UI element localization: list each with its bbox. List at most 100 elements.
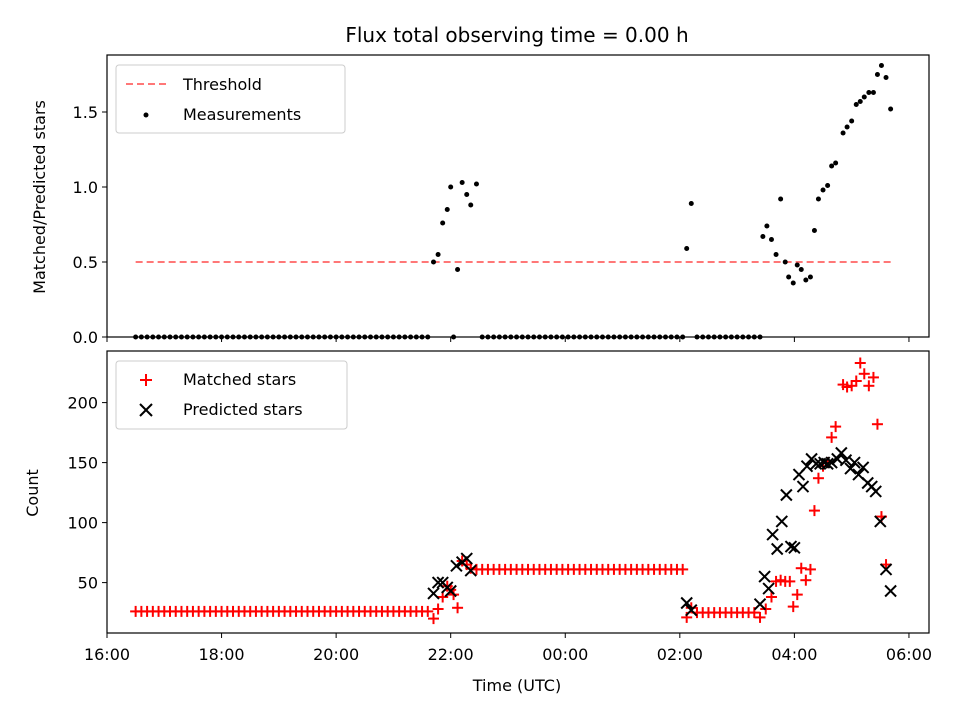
predicted-star-point	[884, 584, 897, 598]
measurement-point	[684, 246, 690, 251]
chart-title: Flux total observing time = 0.00 h	[345, 23, 688, 47]
measurement-point	[829, 163, 835, 169]
legend-predicted-swatch	[139, 403, 153, 417]
predicted-star-point	[464, 564, 477, 577]
bottom-x-ticks: 16:00 18:00 20:00 22:00 00:00 02:00 04:00 06:00	[84, 633, 932, 664]
cross-b	[800, 459, 814, 473]
predicted-star-point	[788, 541, 801, 555]
cross-b	[784, 540, 798, 553]
bottom-x-tick-label: 06:00	[886, 645, 932, 664]
predicted-star-point	[427, 587, 440, 600]
cross-b	[844, 462, 857, 475]
cross-b	[758, 570, 771, 583]
predicted-star-point	[770, 542, 784, 556]
cross-b	[431, 576, 445, 589]
predicted-star-point	[856, 461, 870, 474]
measurement-point	[786, 274, 792, 280]
cross-b	[809, 457, 823, 471]
matched-star-point	[422, 605, 434, 617]
measurement-point	[764, 223, 770, 229]
cross-b	[780, 488, 793, 502]
measurement-point	[473, 181, 479, 187]
measurement-point	[825, 183, 831, 188]
measurement-point	[844, 124, 850, 130]
matched-star-point	[830, 421, 842, 433]
measurement-point	[849, 118, 855, 124]
matched-star-point	[784, 575, 796, 587]
predicted-star-point	[825, 456, 838, 469]
bottom-y-tick-label: 100	[67, 514, 98, 533]
matched-star-point	[850, 375, 862, 387]
predicted-star-point	[444, 584, 457, 598]
cross-b	[753, 597, 767, 611]
measurement-point	[455, 267, 461, 272]
measurement-point	[853, 102, 859, 107]
bottom-data-layer	[130, 357, 897, 625]
cross-b	[848, 456, 861, 469]
bottom-legend: Matched stars Predicted stars	[115, 360, 348, 430]
matched-star-point	[863, 380, 875, 392]
measurement-point	[861, 94, 867, 100]
measurement-point	[468, 202, 474, 208]
matched-star-point	[867, 371, 879, 383]
matched-star-point	[808, 505, 820, 517]
matched-star-point	[795, 562, 807, 574]
measurement-point	[857, 99, 863, 104]
matched-star-point	[812, 472, 824, 484]
matched-star-point	[871, 418, 883, 430]
predicted-star-point	[685, 603, 698, 617]
predicted-star-point	[450, 559, 463, 573]
measurement-point	[448, 184, 454, 190]
bottom-y-axis-label: Count	[23, 469, 42, 517]
measurement-point	[782, 259, 788, 265]
bottom-x-tick-label: 04:00	[771, 645, 817, 664]
measurement-point	[820, 187, 826, 193]
top-y-axis-label: Matched/Predicted stars	[30, 100, 49, 294]
measurement-point	[431, 259, 437, 265]
measurement-point	[440, 220, 446, 226]
measurement-point	[883, 75, 889, 80]
cross-b	[796, 480, 810, 493]
bottom-x-tick-label: 00:00	[542, 645, 588, 664]
measurement-point	[790, 280, 796, 286]
predicted-star-point	[460, 552, 473, 565]
measurement-point	[874, 72, 880, 77]
top-y-tick-label: 1.5	[73, 103, 98, 122]
bottom-y-tick-label: 150	[67, 454, 98, 473]
cross-b	[856, 461, 870, 474]
matched-star-point	[826, 431, 838, 443]
measurement-point	[464, 192, 470, 197]
matched-star-point	[452, 602, 464, 614]
bottom-panel: 50 100 150 200 16:00 18:00 20:00 22:00 00:00 02:…	[23, 350, 932, 695]
top-legend-box	[115, 64, 346, 134]
cross-b	[460, 552, 473, 565]
bottom-x-tick-label: 16:00	[84, 645, 130, 664]
matched-star-point	[787, 601, 799, 613]
legend-matched-swatch	[140, 374, 152, 386]
predicted-star-point	[762, 582, 775, 595]
predicted-star-point	[784, 540, 798, 553]
top-panel: 0.0 0.5 1.0 1.5 Matched/Predicted stars Thr…	[30, 54, 930, 347]
cross-b	[874, 515, 887, 528]
cross-b	[685, 603, 698, 617]
measurement-point	[459, 180, 465, 185]
measurement-point	[833, 160, 839, 166]
measurement-point	[870, 90, 876, 95]
measurement-point	[773, 252, 779, 257]
cross-b	[680, 596, 693, 610]
cross-b	[788, 541, 801, 555]
cross-b	[464, 564, 477, 577]
bottom-x-tick-label: 02:00	[657, 645, 703, 664]
matched-star-point	[858, 368, 870, 380]
predicted-star-point	[879, 563, 893, 576]
cross-b	[444, 584, 457, 598]
matched-star-point	[791, 589, 803, 601]
predicted-star-point	[869, 485, 882, 498]
predicted-star-point	[680, 596, 693, 610]
measurement-point	[840, 130, 846, 136]
legend-measurements-label: Measurements	[183, 105, 301, 124]
cross-b	[821, 457, 834, 471]
cross-b	[450, 559, 463, 573]
measurement-point	[794, 262, 800, 268]
